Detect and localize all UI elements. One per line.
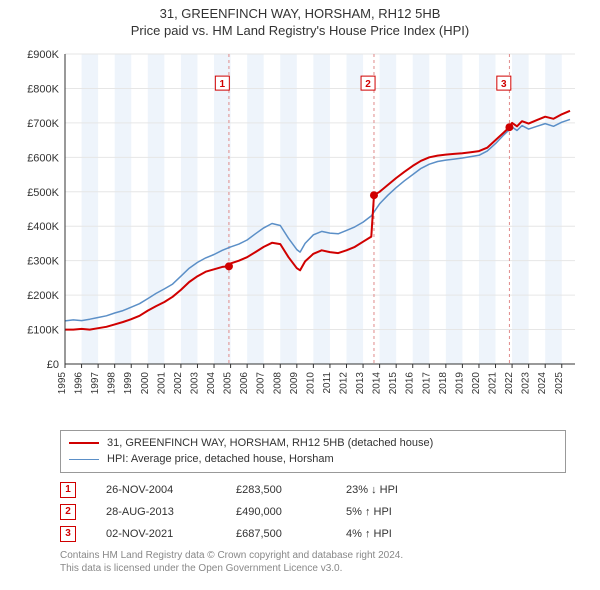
svg-text:2012: 2012 [338,371,349,394]
svg-text:£300K: £300K [27,255,59,267]
svg-text:2: 2 [365,79,371,90]
footnote-line: This data is licensed under the Open Gov… [60,562,566,575]
svg-text:1998: 1998 [107,371,118,394]
legend-item: 31, GREENFINCH WAY, HORSHAM, RH12 5HB (d… [69,435,557,452]
svg-text:1999: 1999 [123,371,134,394]
legend-swatch [69,459,99,460]
event-diff: 23% ↓ HPI [346,484,436,496]
svg-text:2023: 2023 [521,371,532,394]
event-marker: 1 [60,482,76,498]
footnote: Contains HM Land Registry data © Crown c… [60,549,566,575]
sale-events: 1 26-NOV-2004 £283,500 23% ↓ HPI 2 28-AU… [60,479,566,545]
event-marker: 3 [60,526,76,542]
svg-text:2005: 2005 [223,371,234,394]
svg-text:£100K: £100K [27,324,59,336]
svg-text:2004: 2004 [206,371,217,394]
svg-text:£700K: £700K [27,118,59,130]
event-row: 3 02-NOV-2021 £687,500 4% ↑ HPI [60,523,566,545]
event-price: £283,500 [236,484,316,496]
svg-text:2021: 2021 [488,371,499,394]
event-diff: 5% ↑ HPI [346,506,436,518]
svg-text:2002: 2002 [173,371,184,394]
legend-label: 31, GREENFINCH WAY, HORSHAM, RH12 5HB (d… [107,435,433,452]
price-chart: £0 £100K £200K £300K £400K £500K £600K £700K £80… [15,44,585,424]
svg-text:2019: 2019 [454,371,465,394]
svg-text:2014: 2014 [372,371,383,394]
svg-text:2000: 2000 [140,371,151,394]
event-price: £490,000 [236,506,316,518]
svg-text:2013: 2013 [355,371,366,394]
svg-text:2018: 2018 [438,371,449,394]
svg-text:£800K: £800K [27,83,59,95]
svg-text:3: 3 [501,79,507,90]
event-date: 28-AUG-2013 [106,506,206,518]
svg-text:2017: 2017 [421,371,432,394]
svg-text:2011: 2011 [322,371,333,393]
svg-text:2009: 2009 [289,371,300,394]
event-price: £687,500 [236,528,316,540]
legend-swatch [69,442,99,444]
event-row: 2 28-AUG-2013 £490,000 5% ↑ HPI [60,501,566,523]
chart-title: 31, GREENFINCH WAY, HORSHAM, RH12 5HB Pr… [10,6,590,40]
svg-text:2006: 2006 [239,371,250,394]
svg-text:2015: 2015 [388,371,399,394]
svg-text:£0: £0 [47,359,59,371]
svg-text:2001: 2001 [156,371,167,394]
event-marker: 2 [60,504,76,520]
svg-text:£900K: £900K [27,49,59,61]
svg-text:£200K: £200K [27,290,59,302]
legend-item: HPI: Average price, detached house, Hors… [69,451,557,468]
event-date: 02-NOV-2021 [106,528,206,540]
svg-text:1997: 1997 [90,371,101,394]
svg-text:2007: 2007 [256,371,267,394]
svg-text:2024: 2024 [537,371,548,394]
svg-text:2010: 2010 [305,371,316,394]
svg-text:£500K: £500K [27,187,59,199]
legend: 31, GREENFINCH WAY, HORSHAM, RH12 5HB (d… [60,430,566,473]
svg-text:£400K: £400K [27,221,59,233]
svg-text:2025: 2025 [554,371,565,394]
svg-text:£600K: £600K [27,152,59,164]
event-diff: 4% ↑ HPI [346,528,436,540]
svg-text:2016: 2016 [405,371,416,394]
svg-text:2003: 2003 [189,371,200,394]
svg-text:2022: 2022 [504,371,515,394]
title-line2: Price paid vs. HM Land Registry's House … [10,23,590,40]
title-line1: 31, GREENFINCH WAY, HORSHAM, RH12 5HB [10,6,590,23]
event-date: 26-NOV-2004 [106,484,206,496]
legend-label: HPI: Average price, detached house, Hors… [107,451,334,468]
event-row: 1 26-NOV-2004 £283,500 23% ↓ HPI [60,479,566,501]
svg-text:2020: 2020 [471,371,482,394]
svg-text:1: 1 [220,79,226,90]
svg-text:2008: 2008 [272,371,283,394]
svg-text:1995: 1995 [57,371,68,394]
footnote-line: Contains HM Land Registry data © Crown c… [60,549,566,562]
svg-text:1996: 1996 [74,371,85,394]
